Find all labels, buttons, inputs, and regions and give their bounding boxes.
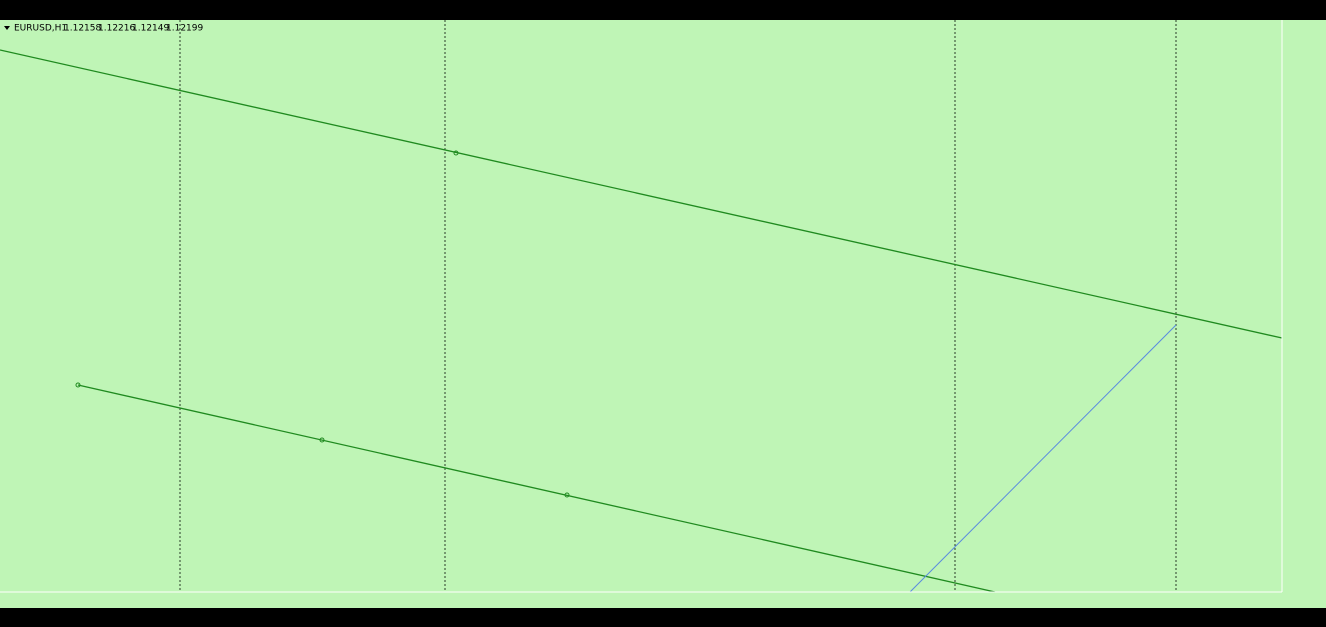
trendline: [909, 324, 1177, 593]
anchor: [564, 492, 570, 498]
low: 1.12149: [132, 24, 169, 34]
menu-icon: [4, 26, 10, 30]
channel-lower: [77, 384, 996, 593]
channel-upper: [0, 49, 1283, 339]
anchor: [319, 437, 325, 443]
anchor: [453, 150, 459, 156]
anchor: [75, 382, 81, 388]
chart-background: [0, 20, 1326, 608]
separators: [179, 20, 1177, 592]
symbol: EURUSD,H1: [14, 24, 67, 34]
close: 1.12199: [166, 24, 203, 34]
high: 1.12216: [98, 24, 135, 34]
trendlines: [0, 49, 1283, 593]
header: EURUSD,H1 1.12158 1.12216 1.12149 1.1219…: [4, 24, 203, 34]
open: 1.12158: [64, 24, 101, 34]
